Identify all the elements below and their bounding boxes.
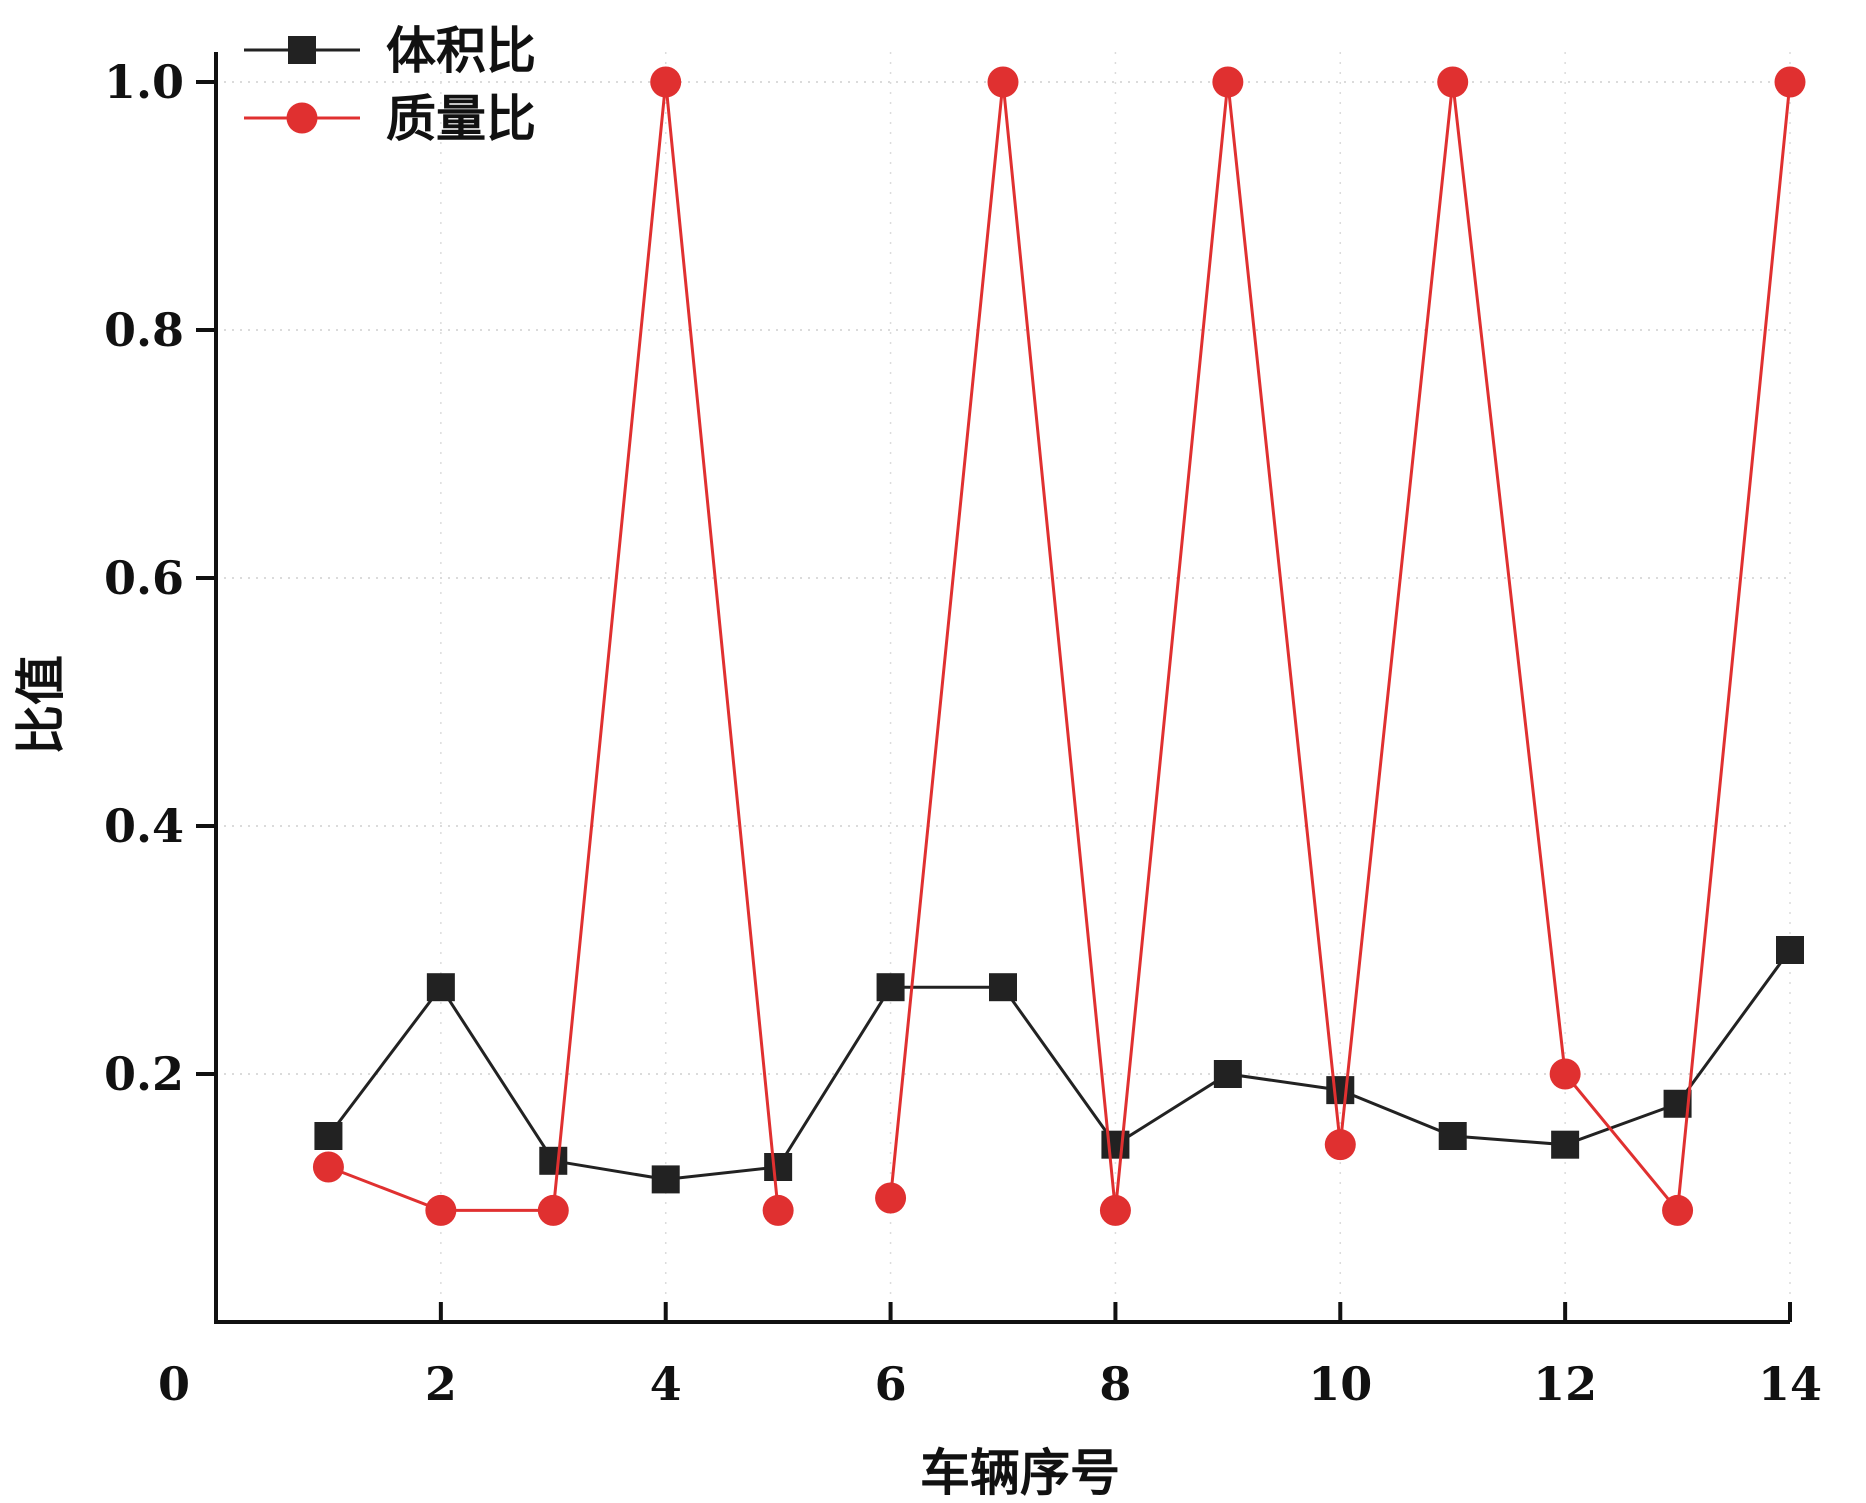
x-tick-label-6: 12	[1533, 1357, 1597, 1411]
series-0-point-7	[1101, 1130, 1130, 1159]
x-tick-label-7: 14	[1758, 1357, 1822, 1411]
y-tick-label-0: 0.2	[104, 1047, 184, 1101]
series-0-point-0	[314, 1122, 343, 1150]
series-1-point-7	[1099, 1194, 1131, 1226]
series-1-point-6	[987, 66, 1019, 98]
y-tick-label-2: 0.6	[104, 551, 184, 605]
series-0	[314, 936, 1804, 1194]
series-1-point-5	[875, 1182, 907, 1214]
series-0-line-0	[327, 949, 1792, 1181]
legend-item-1: 质量比	[244, 90, 536, 148]
x-tick-label-5: 10	[1308, 1357, 1372, 1411]
axes	[214, 52, 1790, 1324]
series-0-point-3	[651, 1165, 680, 1194]
series-1-point-13	[1774, 66, 1806, 98]
x-tick-label-0: 0	[158, 1357, 190, 1411]
series-1	[312, 66, 1806, 1226]
series-0-point-1	[426, 973, 455, 1002]
series-0-point-11	[1551, 1130, 1580, 1159]
x-tick-label-4: 8	[1099, 1357, 1131, 1411]
legend-marker-1	[286, 102, 318, 134]
series-0-point-10	[1438, 1122, 1467, 1150]
series-1-point-8	[1212, 66, 1244, 98]
series-1-point-1	[425, 1194, 457, 1226]
series-1-point-9	[1324, 1129, 1356, 1161]
grid-lines	[216, 52, 1791, 1322]
series-1-point-12	[1662, 1194, 1694, 1226]
series-1-line-1	[889, 81, 1792, 1215]
x-tick-label-2: 4	[650, 1357, 682, 1411]
series-1-point-2	[537, 1194, 569, 1226]
legend-label-1: 质量比	[386, 90, 536, 148]
series-0-point-13	[1776, 936, 1804, 964]
ticks: 0.2 0.4 0.6 0.8 1.0 0 2 4 6 8 10 12 14	[104, 55, 1822, 1411]
series-0-point-8	[1213, 1060, 1242, 1088]
legend-label-0: 体积比	[386, 22, 536, 80]
series-0-point-5	[876, 973, 905, 1002]
y-tick-label-1: 0.4	[104, 799, 184, 853]
series-0-point-6	[989, 973, 1017, 1002]
y-tick-label-4: 1.0	[104, 55, 184, 109]
series-0-point-4	[764, 1153, 793, 1181]
legend-item-0: 体积比	[244, 22, 536, 80]
series-1-point-4	[762, 1194, 794, 1226]
series-0-point-9	[1326, 1076, 1355, 1105]
series-0-point-2	[539, 1146, 568, 1175]
series-1-point-11	[1549, 1058, 1581, 1090]
series-1-point-10	[1437, 66, 1469, 98]
x-tick-label-1: 2	[425, 1357, 457, 1411]
y-axis-title: 比值	[12, 655, 70, 755]
x-axis-title: 车辆序号	[920, 1444, 1120, 1502]
legend-marker-0	[288, 36, 316, 64]
series-group	[312, 66, 1806, 1226]
series-1-line-0	[327, 81, 780, 1212]
series-1-point-3	[650, 66, 682, 98]
y-tick-label-3: 0.8	[104, 303, 184, 357]
series-1-point-0	[312, 1151, 344, 1183]
x-tick-label-3: 6	[875, 1357, 907, 1411]
